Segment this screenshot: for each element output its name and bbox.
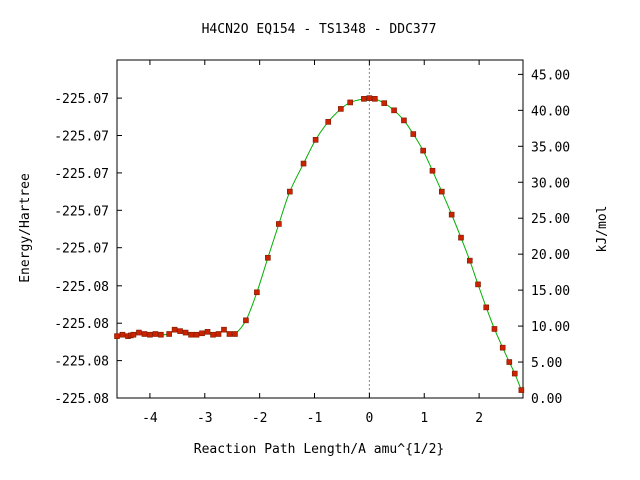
x-tick-label-1: -3	[197, 411, 213, 426]
data-point-5	[136, 329, 142, 336]
right-tick-label-6: 30.00	[531, 176, 570, 191]
data-point-51	[511, 370, 518, 377]
right-tick-label-8: 40.00	[531, 104, 570, 119]
data-point-31	[338, 106, 344, 112]
left-y-axis-ticks: -225.08 -225.08 -225.08 -225.08 -225.07 -225.…	[54, 92, 122, 407]
data-point-20	[221, 326, 227, 333]
data-point-14	[188, 331, 194, 338]
x-tick-label-3: -1	[307, 411, 323, 426]
data-point-6	[141, 331, 148, 337]
data-point-24	[254, 289, 260, 296]
data-point-16	[199, 330, 205, 337]
left-tick-label-4: -225.07	[54, 242, 109, 257]
plot-frame	[116, 59, 524, 399]
chart-title: H4CN2O EQ154 - TS1348 - DDC377	[202, 22, 437, 37]
left-tick-label-5: -225.07	[54, 204, 109, 219]
right-tick-label-4: 20.00	[531, 248, 570, 263]
data-point-48	[491, 326, 498, 332]
right-tick-label-3: 15.00	[531, 284, 570, 299]
right-tick-label-0: 0.00	[531, 392, 562, 407]
right-tick-label-1: 5.00	[531, 356, 562, 371]
right-tick-label-2: 10.00	[531, 320, 570, 335]
data-point-49	[499, 344, 506, 351]
left-tick-label-2: -225.08	[54, 317, 109, 332]
data-point-45	[466, 257, 473, 264]
data-point-12	[177, 328, 183, 334]
data-point-34	[366, 95, 373, 101]
data-point-27	[287, 188, 293, 195]
right-y-axis-label: kJ/mol	[595, 206, 610, 253]
data-point-52	[518, 387, 525, 393]
data-point-43	[448, 211, 455, 218]
data-point-17	[204, 329, 211, 335]
x-tick-label-5: 1	[420, 411, 428, 426]
data-point-42	[438, 188, 445, 195]
left-tick-label-3: -225.08	[54, 280, 109, 295]
left-tick-label-6: -225.07	[54, 167, 109, 182]
x-tick-label-0: -4	[142, 411, 158, 426]
data-point-35	[372, 96, 378, 102]
data-point-8	[152, 331, 159, 337]
data-point-44	[458, 234, 464, 241]
data-point-19	[215, 331, 222, 337]
left-tick-label-1: -225.08	[54, 355, 109, 370]
right-y-axis-ticks: 0.00 5.00 10.00 15.00 20.00 25.00 30.00 35.00 40…	[518, 68, 570, 407]
data-point-26	[276, 221, 282, 227]
data-point-37	[391, 107, 397, 114]
data-point-18	[210, 331, 216, 338]
left-y-axis-label: Energy/Hartree	[18, 173, 33, 283]
right-tick-label-9: 45.00	[531, 68, 570, 83]
left-tick-label-7: -225.07	[54, 130, 109, 145]
data-point-9	[158, 331, 164, 338]
left-tick-label-0: -225.08	[54, 392, 109, 407]
data-point-32	[347, 99, 353, 106]
data-point-41	[429, 167, 436, 174]
data-point-22	[232, 331, 238, 337]
data-point-33	[361, 96, 367, 102]
data-point-10	[166, 331, 172, 337]
plot-area	[114, 59, 525, 399]
data-point-4	[130, 331, 137, 338]
data-point-36	[381, 100, 387, 106]
right-tick-label-7: 35.00	[531, 140, 570, 155]
data-point-11	[171, 326, 178, 333]
energy-curve	[116, 97, 522, 391]
data-point-15	[193, 331, 200, 338]
data-point-46	[475, 281, 481, 288]
data-point-21	[226, 331, 233, 337]
data-point-1	[119, 331, 126, 338]
x-tick-label-4: 0	[365, 411, 373, 426]
data-point-25	[265, 254, 271, 261]
data-point-29	[312, 137, 319, 143]
data-point-13	[182, 329, 189, 336]
x-axis-ticks: -4 -3 -2 -1 0 1 2	[142, 60, 483, 426]
left-tick-label-8: -225.07	[54, 92, 109, 107]
x-axis-label: Reaction Path Length/A amu^{1/2}	[194, 442, 444, 457]
data-point-0	[114, 333, 120, 339]
data-point-30	[325, 119, 332, 125]
x-tick-label-2: -2	[252, 411, 268, 426]
data-point-47	[483, 304, 490, 311]
data-point-28	[300, 160, 307, 167]
data-point-50	[506, 359, 513, 365]
right-tick-label-5: 25.00	[531, 212, 570, 227]
data-point-40	[420, 147, 426, 154]
data-point-39	[410, 131, 417, 137]
x-tick-label-6: 2	[475, 411, 483, 426]
data-point-23	[243, 317, 249, 324]
data-point-38	[401, 117, 407, 124]
data-point-7	[147, 331, 153, 338]
